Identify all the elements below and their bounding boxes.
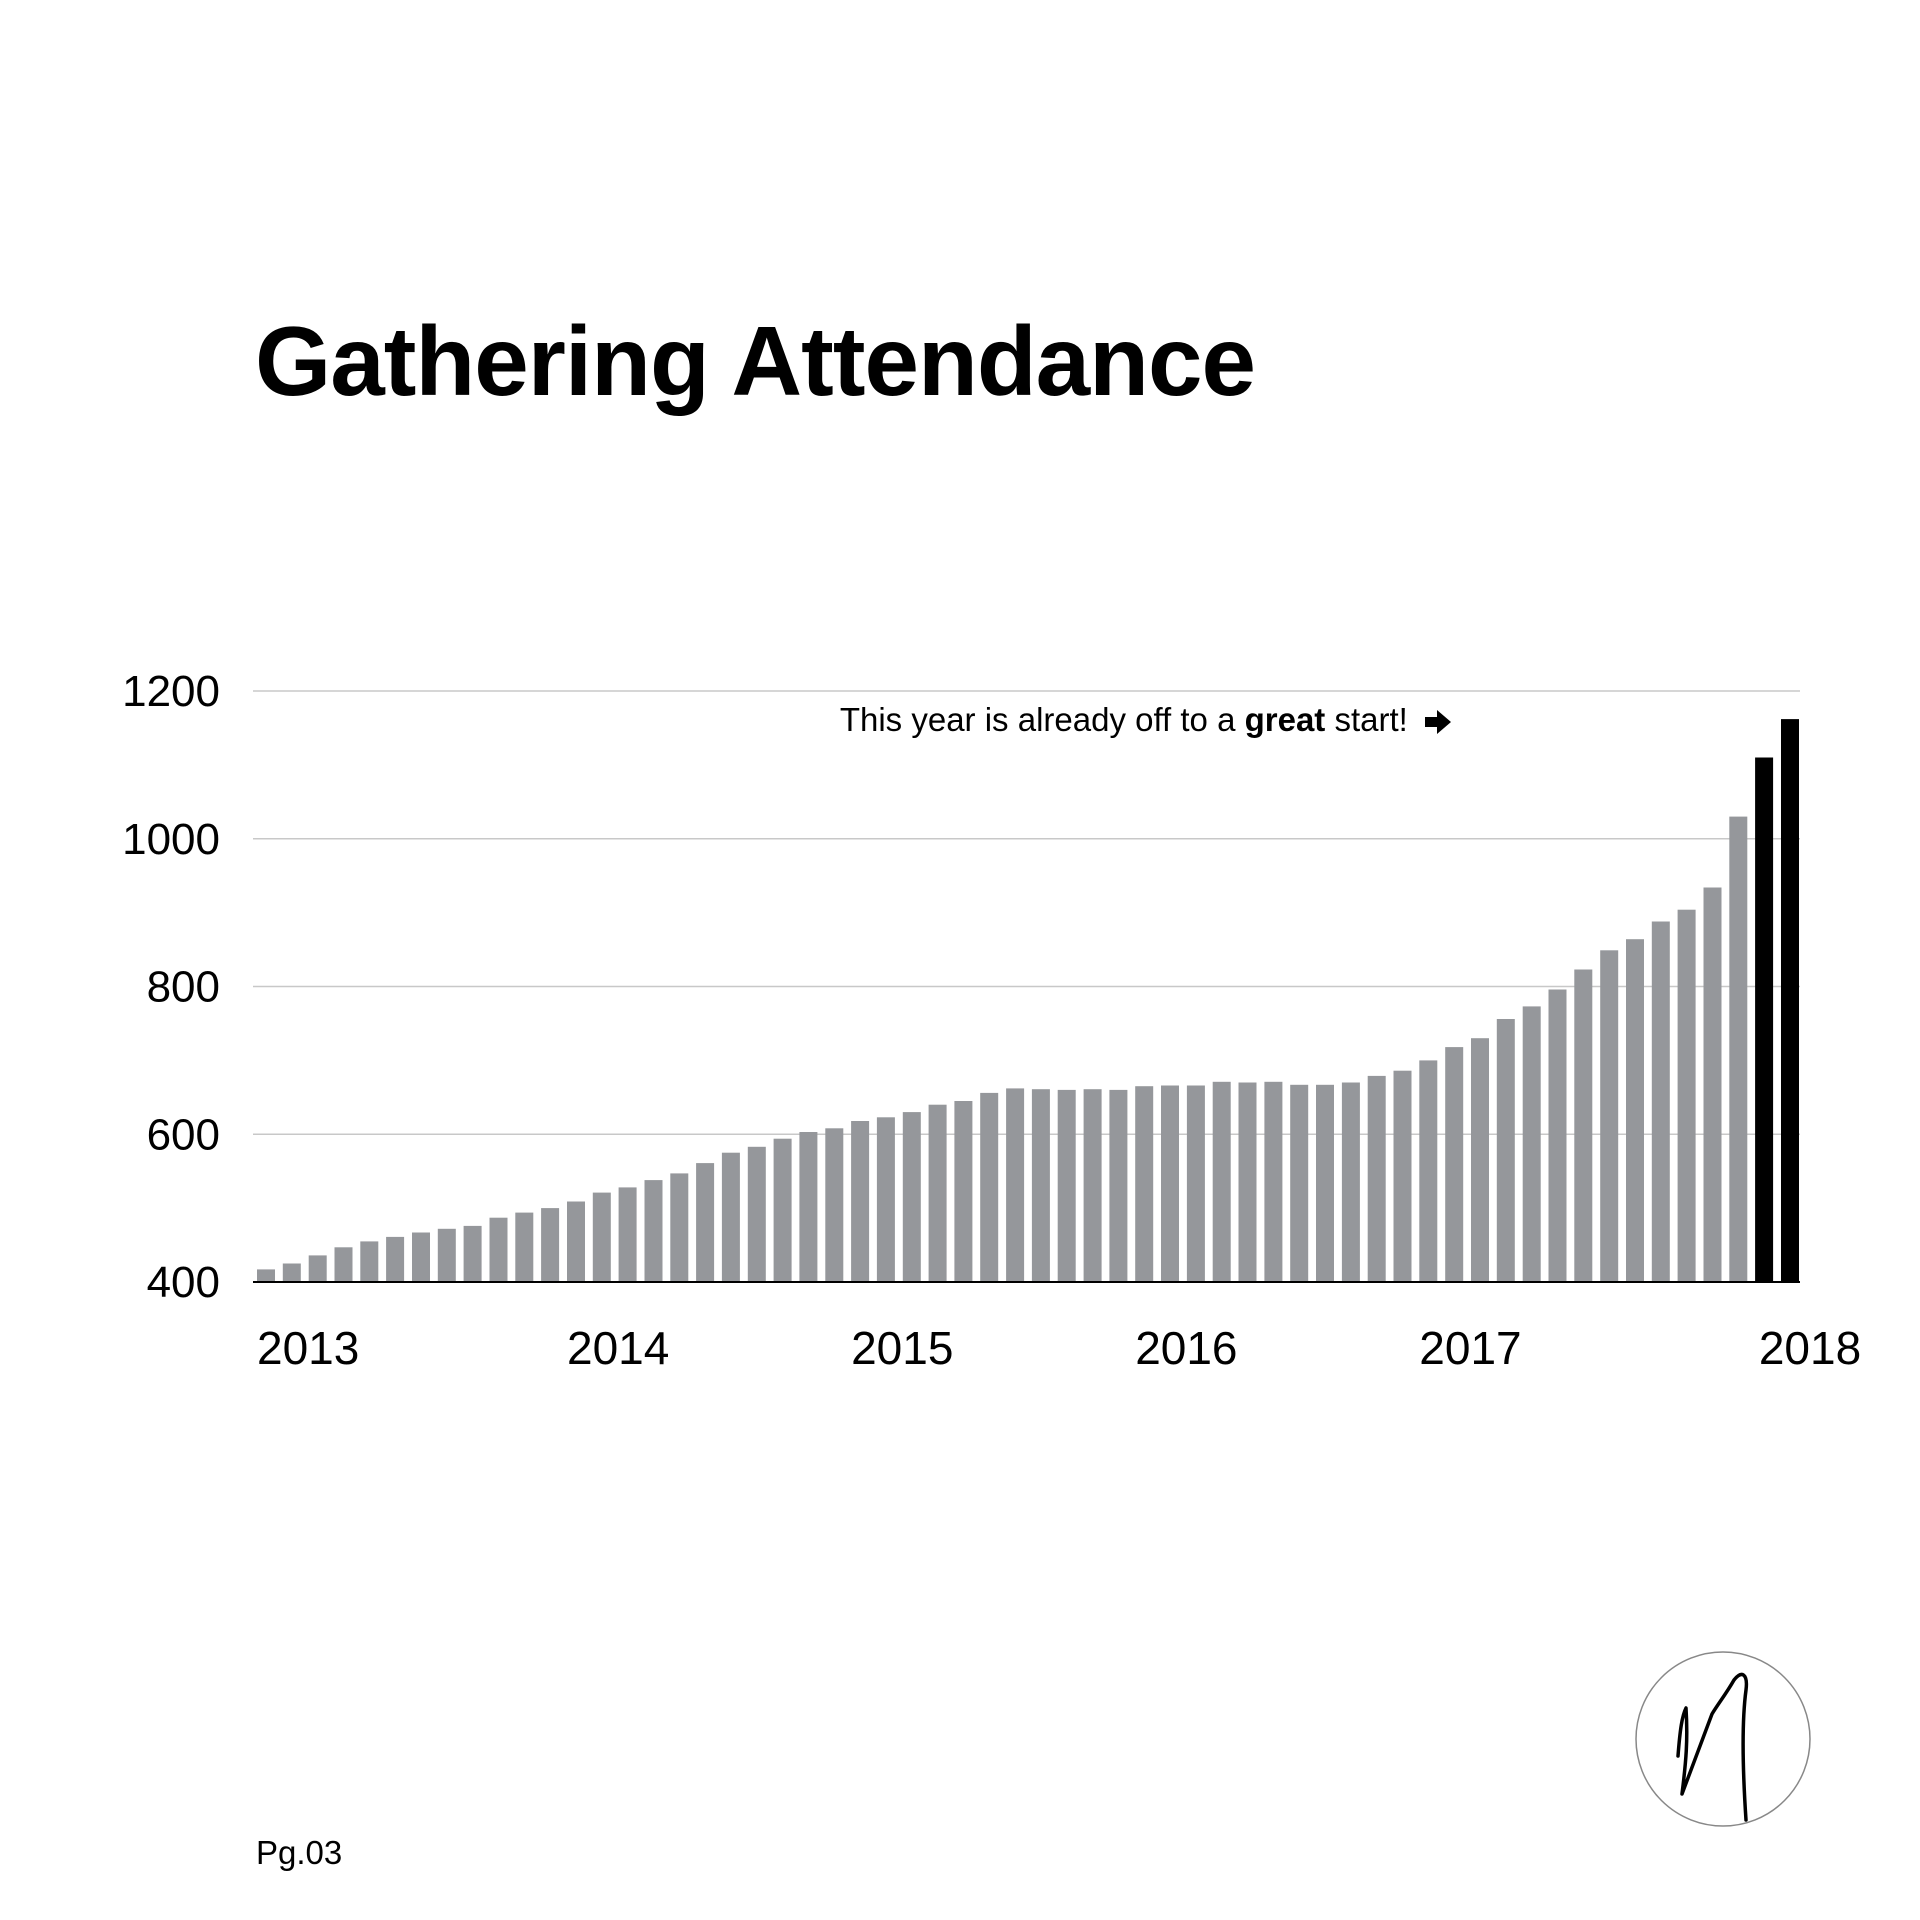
highlight-bar	[1781, 719, 1799, 1282]
annotation-suffix: start!	[1325, 701, 1408, 738]
bar	[876, 1117, 895, 1282]
bar	[308, 1255, 327, 1282]
x-tick-label: 2017	[1419, 1322, 1521, 1374]
bar	[386, 1236, 405, 1282]
bar	[1729, 816, 1748, 1282]
y-tick-label: 600	[147, 1110, 220, 1159]
bar	[1031, 1089, 1050, 1282]
bar	[489, 1217, 508, 1282]
bar	[670, 1173, 689, 1282]
bar	[851, 1121, 870, 1282]
bar	[1212, 1081, 1231, 1282]
bar	[773, 1138, 792, 1282]
bar	[1626, 939, 1644, 1282]
y-tick-label: 400	[147, 1258, 220, 1307]
bar	[721, 1152, 740, 1282]
bar	[1186, 1085, 1205, 1282]
x-tick-label: 2013	[257, 1322, 359, 1374]
bar	[1703, 887, 1722, 1282]
bar	[1238, 1082, 1257, 1282]
bar	[1522, 1006, 1541, 1282]
bar	[1290, 1084, 1309, 1282]
annotation: This year is already off to a great star…	[840, 700, 1453, 740]
y-tick-label: 1200	[122, 667, 220, 716]
bar	[1677, 909, 1696, 1282]
page-title: Gathering Attendance	[255, 306, 1256, 416]
bar	[1057, 1089, 1076, 1282]
bar	[696, 1163, 715, 1282]
bar	[902, 1112, 921, 1282]
highlight-bar	[1755, 757, 1774, 1282]
bar	[1600, 950, 1619, 1282]
bar	[825, 1128, 844, 1282]
bar	[1651, 921, 1670, 1282]
bar	[1393, 1070, 1412, 1282]
bar	[541, 1208, 560, 1282]
annotation-text: This year is already off to a	[839, 701, 1245, 738]
bar	[463, 1225, 482, 1282]
bar	[515, 1212, 534, 1282]
bar	[1419, 1060, 1438, 1282]
bar	[1574, 969, 1593, 1282]
grid-lines	[253, 690, 1800, 1135]
x-tick-label: 2018	[1759, 1322, 1861, 1374]
bar	[954, 1101, 973, 1282]
bar	[1316, 1084, 1334, 1282]
bar	[1341, 1082, 1360, 1282]
bar	[799, 1132, 818, 1282]
bar	[567, 1201, 585, 1282]
bar	[1471, 1038, 1489, 1282]
bar	[1367, 1075, 1386, 1282]
bar	[747, 1146, 766, 1282]
bar	[618, 1187, 637, 1282]
bar	[1161, 1085, 1179, 1282]
arrow-right-icon	[1425, 710, 1451, 735]
bar	[644, 1180, 663, 1282]
bar	[1006, 1088, 1025, 1282]
bar	[980, 1092, 999, 1282]
x-tick-label: 2014	[567, 1322, 669, 1374]
x-tick-label: 2016	[1135, 1322, 1237, 1374]
bar	[1109, 1089, 1128, 1282]
y-tick-label: 1000	[122, 815, 220, 864]
bars	[257, 719, 1799, 1282]
bar	[592, 1192, 611, 1282]
bar	[282, 1263, 301, 1282]
annotation-emphasis: great	[1244, 701, 1326, 738]
x-axis-ticks: 2013 2014 2015 2016 2017 2018	[257, 1322, 1861, 1374]
bar	[360, 1241, 379, 1282]
y-axis-ticks: 400 600 800 1000 1200	[122, 667, 220, 1307]
x-tick-label: 2015	[851, 1322, 953, 1374]
bar	[1445, 1047, 1464, 1282]
signature-monogram-icon	[1635, 1651, 1811, 1827]
bar	[1496, 1019, 1515, 1282]
bar	[1548, 989, 1567, 1282]
bar	[928, 1104, 947, 1282]
bar	[412, 1232, 430, 1282]
bar	[257, 1269, 275, 1282]
y-tick-label: 800	[147, 963, 220, 1012]
page-number: Pg.03	[256, 1834, 343, 1871]
bar	[437, 1228, 456, 1282]
bar	[1135, 1086, 1154, 1282]
bar	[1083, 1089, 1102, 1282]
bar	[334, 1247, 353, 1282]
bar	[1264, 1081, 1283, 1282]
